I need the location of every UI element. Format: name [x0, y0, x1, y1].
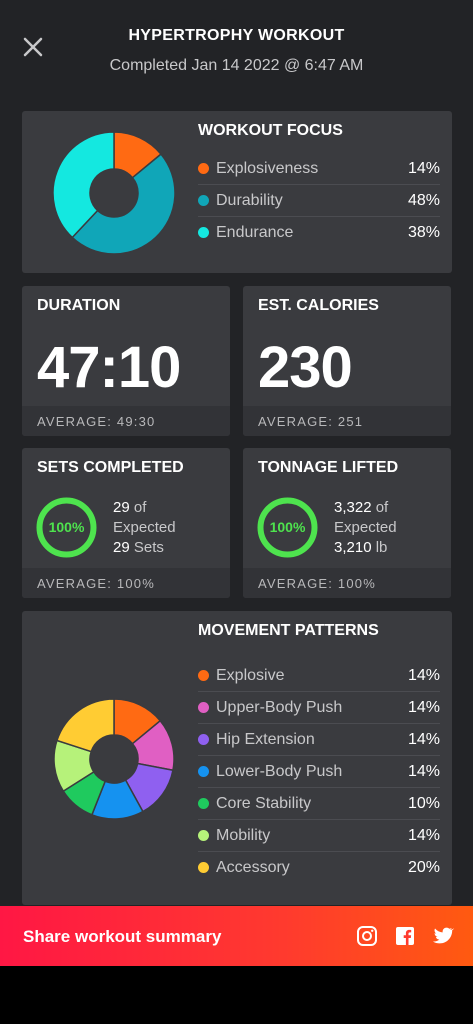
duration-value: 47:10 [37, 335, 181, 400]
system-nav-area [0, 966, 473, 1024]
tonnage-summary: 3,322 of Expected 3,210 lb [334, 498, 397, 558]
movement-patterns-legend: Explosive 14% Upper-Body Push 14% Hip Extens… [198, 660, 440, 883]
sets-progress-ring: 100% [35, 496, 98, 559]
donut-slice-accessory [55, 698, 115, 753]
legend-label: Explosive [216, 666, 285, 684]
movement-patterns-title: MOVEMENT PATTERNS [198, 622, 379, 639]
legend-item: Accessory 20% [198, 852, 440, 883]
tonnage-expected: 3,210 [334, 539, 372, 556]
legend-swatch [198, 195, 209, 206]
legend-value: 38% [407, 223, 440, 241]
tonnage-progress-ring: 100% [256, 496, 319, 559]
legend-value: 14% [407, 698, 440, 716]
legend-label: Upper-Body Push [216, 698, 343, 716]
twitter-icon[interactable] [431, 924, 455, 948]
legend-value: 14% [407, 730, 440, 748]
sets-average-bar: AVERAGE: 100% [22, 568, 230, 598]
sets-unit: Sets [129, 539, 164, 556]
legend-item: Upper-Body Push 14% [198, 692, 440, 724]
sets-percent: 100% [48, 519, 85, 535]
tonnage-expected-label: Expected [334, 519, 397, 536]
tonnage-lifted-card: TONNAGE LIFTED 100% 3,322 of Expected 3,… [243, 448, 451, 598]
header: HYPERTROPHY WORKOUT Completed Jan 14 202… [0, 0, 473, 100]
workout-focus-legend: Explosiveness 14% Durability 48% Endurance 38… [198, 153, 440, 248]
legend-value: 48% [407, 191, 440, 209]
legend-label: Accessory [216, 858, 290, 876]
sets-expected: 29 [113, 539, 130, 556]
donut-slice-endurance [52, 131, 115, 239]
duration-average: AVERAGE: 49:30 [37, 414, 156, 429]
legend-swatch [198, 702, 209, 713]
instagram-icon[interactable] [355, 924, 379, 948]
legend-item: Endurance 38% [198, 217, 440, 248]
legend-label: Mobility [216, 826, 271, 844]
sets-title: SETS COMPLETED [37, 459, 184, 476]
legend-label: Endurance [216, 223, 294, 241]
sets-count: 29 [113, 499, 130, 516]
share-bar: Share workout summary [0, 906, 473, 966]
close-icon[interactable] [18, 32, 48, 62]
legend-label: Lower-Body Push [216, 762, 343, 780]
legend-value: 20% [407, 858, 440, 876]
workout-focus-card: WORKOUT FOCUS Explosiveness 14% Durability… [22, 111, 452, 273]
calories-title: EST. CALORIES [258, 297, 379, 314]
legend-value: 10% [407, 794, 440, 812]
legend-item: Hip Extension 14% [198, 724, 440, 756]
legend-swatch [198, 766, 209, 777]
sets-expected-label: Expected [113, 519, 176, 536]
legend-swatch [198, 734, 209, 745]
calories-average: AVERAGE: 251 [258, 414, 364, 429]
calories-value: 230 [258, 335, 353, 400]
legend-value: 14% [407, 826, 440, 844]
calories-average-bar: AVERAGE: 251 [243, 406, 451, 436]
duration-average-bar: AVERAGE: 49:30 [22, 406, 230, 436]
workout-focus-donut-chart [52, 131, 176, 255]
facebook-icon[interactable] [393, 924, 417, 948]
legend-label: Durability [216, 191, 283, 209]
legend-swatch [198, 830, 209, 841]
sets-of: of [129, 499, 147, 516]
legend-value: 14% [407, 762, 440, 780]
tonnage-percent: 100% [269, 519, 306, 535]
legend-value: 14% [407, 159, 440, 177]
legend-item: Explosive 14% [198, 660, 440, 692]
legend-swatch [198, 862, 209, 873]
tonnage-unit: lb [371, 539, 388, 556]
legend-label: Explosiveness [216, 159, 319, 177]
tonnage-of: of [371, 499, 389, 516]
tonnage-count: 3,322 [334, 499, 372, 516]
legend-item: Mobility 14% [198, 820, 440, 852]
tonnage-average: AVERAGE: 100% [258, 576, 376, 591]
legend-swatch [198, 163, 209, 174]
legend-value: 14% [407, 666, 440, 684]
sets-summary: 29 of Expected 29 Sets [113, 498, 176, 558]
completed-timestamp: Completed Jan 14 2022 @ 6:47 AM [109, 57, 364, 74]
tonnage-average-bar: AVERAGE: 100% [243, 568, 451, 598]
sets-average: AVERAGE: 100% [37, 576, 155, 591]
page-title: HYPERTROPHY WORKOUT [128, 27, 345, 44]
legend-label: Core Stability [216, 794, 312, 812]
tonnage-title: TONNAGE LIFTED [258, 459, 399, 476]
donut-slice-durability [71, 153, 176, 255]
movement-patterns-card: MOVEMENT PATTERNS Explosive 14% Upper-Body… [22, 611, 452, 905]
duration-title: DURATION [37, 297, 121, 314]
legend-item: Core Stability 10% [198, 788, 440, 820]
calories-card: EST. CALORIES 230 AVERAGE: 251 [243, 286, 451, 436]
legend-label: Hip Extension [216, 730, 315, 748]
legend-item: Lower-Body Push 14% [198, 756, 440, 788]
duration-card: DURATION 47:10 AVERAGE: 49:30 [22, 286, 230, 436]
legend-swatch [198, 798, 209, 809]
share-workout-summary-button[interactable]: Share workout summary [23, 927, 222, 946]
legend-item: Explosiveness 14% [198, 153, 440, 185]
legend-swatch [198, 670, 209, 681]
legend-item: Durability 48% [198, 185, 440, 217]
legend-swatch [198, 227, 209, 238]
sets-completed-card: SETS COMPLETED 100% 29 of Expected 29 Se… [22, 448, 230, 598]
workout-focus-title: WORKOUT FOCUS [198, 122, 343, 139]
movement-patterns-donut-chart [53, 698, 175, 820]
